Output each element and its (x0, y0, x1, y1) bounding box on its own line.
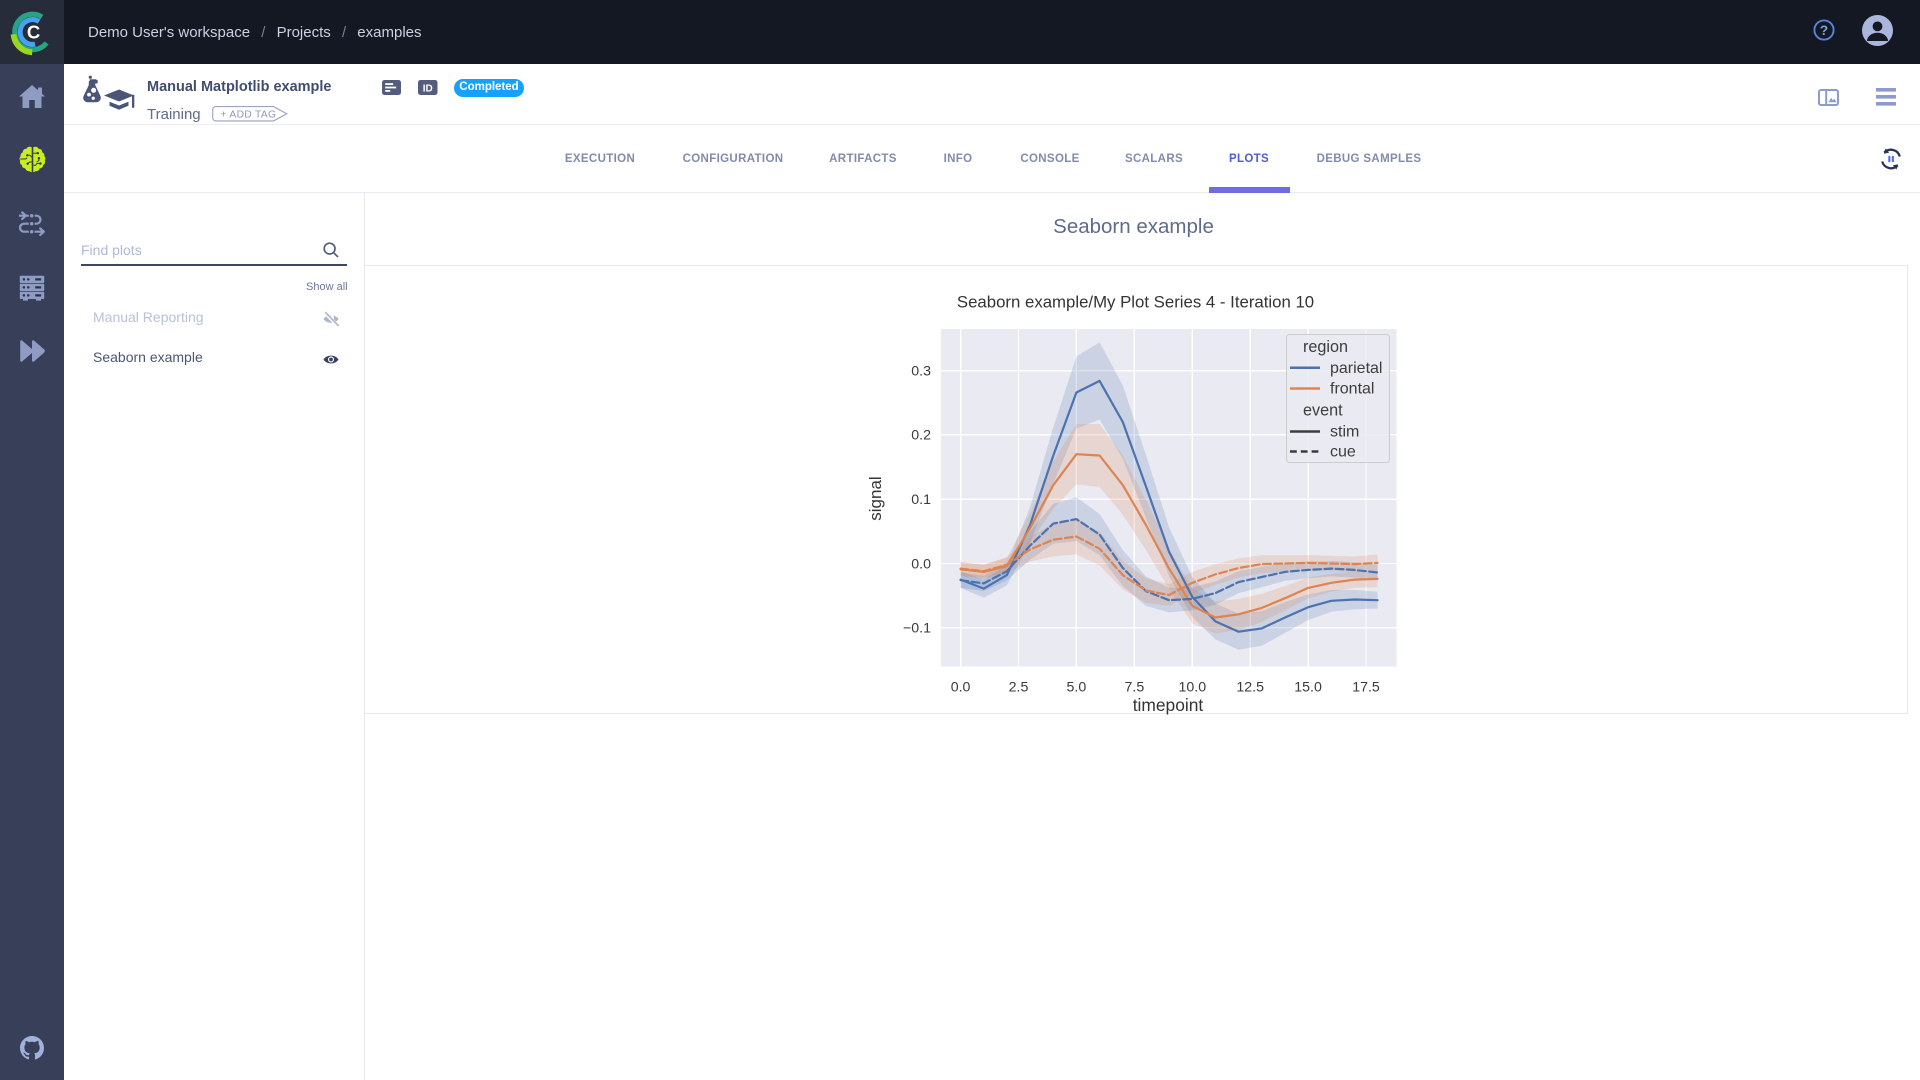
svg-text:0.0: 0.0 (911, 556, 931, 572)
svg-text:15.0: 15.0 (1294, 680, 1322, 696)
svg-text:5.0: 5.0 (1067, 680, 1087, 696)
svg-text:signal: signal (866, 476, 885, 520)
svg-text:?: ? (1820, 23, 1828, 38)
svg-text:region: region (1303, 338, 1348, 356)
svg-text:C: C (27, 22, 40, 43)
svg-text:7.5: 7.5 (1125, 680, 1145, 696)
svg-text:timepoint: timepoint (1133, 695, 1204, 715)
svg-text:+ ADD TAG: + ADD TAG (221, 109, 277, 120)
svg-text:0.3: 0.3 (911, 363, 931, 379)
svg-text:parietal: parietal (1330, 360, 1382, 377)
svg-text:cue: cue (1330, 444, 1356, 461)
svg-text:0.2: 0.2 (911, 428, 931, 444)
svg-text:event: event (1303, 402, 1343, 420)
svg-text:Seaborn example/My Plot Series: Seaborn example/My Plot Series 4 - Itera… (957, 293, 1314, 312)
svg-text:−0.1: −0.1 (903, 621, 931, 637)
svg-text:2.5: 2.5 (1009, 680, 1029, 696)
svg-text:0.0: 0.0 (951, 680, 971, 696)
svg-text:stim: stim (1330, 424, 1359, 441)
svg-text:0.1: 0.1 (911, 492, 931, 508)
svg-text:12.5: 12.5 (1236, 680, 1264, 696)
svg-text:17.5: 17.5 (1352, 680, 1380, 696)
svg-text:frontal: frontal (1330, 381, 1374, 398)
svg-text:ID: ID (423, 83, 433, 94)
svg-text:10.0: 10.0 (1178, 680, 1206, 696)
